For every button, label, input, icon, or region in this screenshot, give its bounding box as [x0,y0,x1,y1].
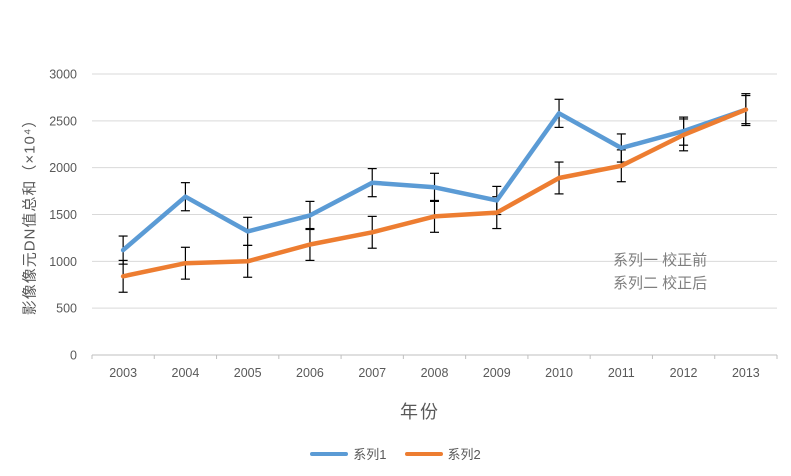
x-tick-label: 2012 [670,366,698,380]
series1-line[interactable] [120,107,749,253]
x-axis-title: 年份 [400,402,440,422]
legend: 系列1 系列2 [0,444,791,463]
x-tick-label: 2007 [358,366,386,380]
x-tick-label: 2013 [732,366,760,380]
y-tick-label: 1000 [49,255,77,269]
x-tick-label: 2009 [483,366,511,380]
legend-label-series2: 系列2 [447,447,481,462]
legend-label-series1: 系列1 [353,447,387,462]
x-tick-label: 2006 [296,366,324,380]
series-annotation: 系列一 校正前 系列二 校正后 [613,249,707,295]
x-tick-label: 2008 [421,366,449,380]
x-tick-label: 2005 [234,366,262,380]
series2-line-swatch [404,451,443,456]
y-tick-label: 1500 [49,208,77,222]
y-tick-label: 3000 [49,68,77,82]
x-tick-label: 2003 [109,366,137,380]
annotation-line-1: 系列一 校正前 [613,252,708,269]
legend-item-series1[interactable]: 系列1 [310,444,387,463]
y-axis-title: 影像像元DN值总和（×10⁴） [21,111,39,316]
legend-item-series2[interactable]: 系列2 [404,444,481,463]
y-tick-label: 2500 [49,114,77,128]
y-tick-label: 500 [56,302,77,316]
y-tick-label: 0 [70,349,77,363]
x-tick-label: 2004 [172,366,200,380]
series1-line-swatch [310,451,349,456]
x-tick-label: 2010 [545,366,573,380]
y-tick-label: 2000 [49,161,77,175]
annotation-line-2: 系列二 校正后 [613,275,708,292]
x-tick-label: 2011 [608,366,635,380]
series2-line[interactable] [120,107,749,279]
